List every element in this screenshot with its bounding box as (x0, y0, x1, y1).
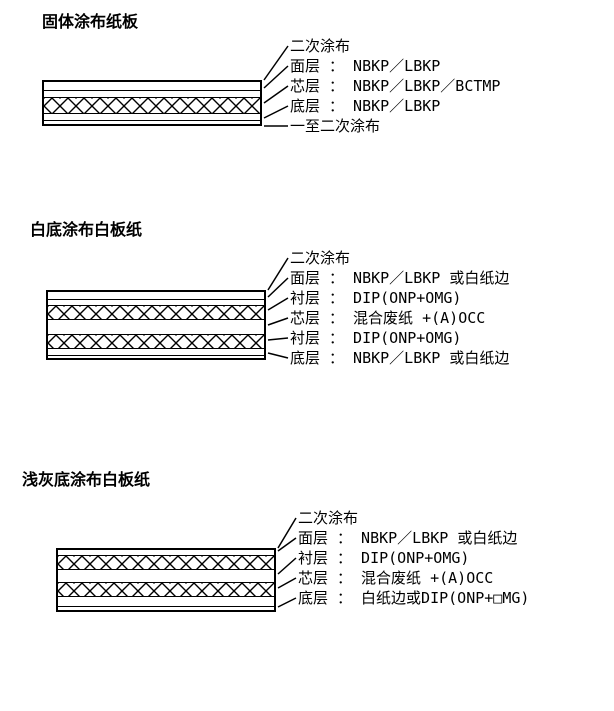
board-solid-divider-top (44, 90, 260, 91)
label-wb-5: 底层 ： NBKP／LBKP 或白纸边 (290, 348, 509, 368)
label-gb-1: 面层 ： NBKP／LBKP 或白纸边 (298, 528, 529, 548)
label-wb-0: 二次涂布 (290, 248, 509, 268)
board-gb-div-bottom (58, 606, 274, 607)
board-wb-div-top (48, 299, 264, 300)
labels-solid: 二次涂布 面层 ： NBKP／LBKP 芯层 ： NBKP／LBKP／BCTMP… (290, 36, 500, 136)
label-gb-3: 芯层 ： 混合废纸 +(A)OCC (298, 568, 529, 588)
label-wb-2: 衬层 ： DIP(ONP+OMG) (290, 288, 509, 308)
labels-whiteback: 二次涂布 面层 ： NBKP／LBKP 或白纸边 衬层 ： DIP(ONP+OM… (290, 248, 509, 368)
board-wb-div-bottom (48, 355, 264, 356)
board-wb-hatch-2 (48, 334, 264, 349)
section-title-greyback: 浅灰底涂布白板纸 (22, 466, 150, 490)
section-title-whiteback: 白底涂布白板纸 (30, 216, 142, 240)
label-solid-4: 一至二次涂布 (290, 116, 500, 136)
label-wb-3: 芯层 ： 混合废纸 +(A)OCC (290, 308, 509, 328)
label-wb-1: 面层 ： NBKP／LBKP 或白纸边 (290, 268, 509, 288)
label-solid-2: 芯层 ： NBKP／LBKP／BCTMP (290, 76, 500, 96)
board-solid (42, 80, 262, 126)
board-gb-hatch-1 (58, 555, 274, 570)
board-solid-core-hatch (44, 97, 260, 114)
label-solid-3: 底层 ： NBKP／LBKP (290, 96, 500, 116)
label-solid-0: 二次涂布 (290, 36, 500, 56)
labels-greyback: 二次涂布 面层 ： NBKP／LBKP 或白纸边 衬层 ： DIP(ONP+OM… (298, 508, 529, 608)
board-wb-hatch-1 (48, 305, 264, 320)
board-greyback (56, 548, 276, 612)
label-gb-0: 二次涂布 (298, 508, 529, 528)
label-gb-2: 衬层 ： DIP(ONP+OMG) (298, 548, 529, 568)
label-wb-4: 衬层 ： DIP(ONP+OMG) (290, 328, 509, 348)
label-solid-1: 面层 ： NBKP／LBKP (290, 56, 500, 76)
board-gb-hatch-2 (58, 582, 274, 597)
board-whiteback (46, 290, 266, 360)
section-title-solid: 固体涂布纸板 (42, 8, 138, 32)
label-gb-4: 底层 ： 白纸边或DIP(ONP+□MG) (298, 588, 529, 608)
board-solid-divider-bottom (44, 120, 260, 121)
